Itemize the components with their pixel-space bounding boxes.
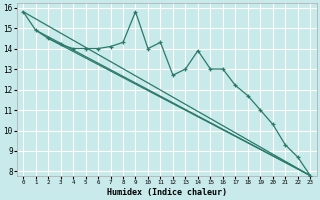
X-axis label: Humidex (Indice chaleur): Humidex (Indice chaleur) [107, 188, 227, 197]
